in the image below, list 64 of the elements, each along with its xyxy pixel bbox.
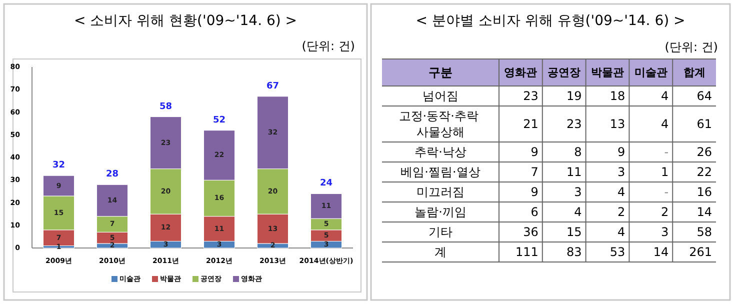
total-label: 58 [159, 102, 172, 112]
total-label: 67 [266, 81, 280, 92]
category-label: 베임·찔림·열상 [400, 165, 480, 179]
total-label: 32 [52, 160, 66, 171]
total-label: 24 [320, 178, 333, 189]
text: 합계 [683, 66, 706, 79]
category-label: 기타 [428, 225, 452, 239]
data-label: 16 [696, 185, 712, 199]
data-label: 3 [618, 165, 626, 179]
data-label: 23 [566, 117, 582, 131]
data-label: - [664, 145, 669, 159]
total-label: 28 [106, 170, 119, 180]
data-label: 4 [574, 205, 582, 219]
data-label: 8 [574, 145, 582, 159]
data-label: 22 [696, 165, 712, 179]
data-label: 18 [610, 89, 626, 103]
chart-title: < 소비자 위해 현황('09~'14. 6) > [74, 13, 298, 29]
text: < 분야별 소비자 위해 유형('09~'14. 6) > [416, 13, 686, 29]
data-label: 83 [566, 245, 582, 259]
text: (단위: 건) [664, 40, 718, 54]
data-label: 14 [696, 205, 712, 219]
data-label: 4 [618, 185, 626, 199]
data-label: 15 [566, 225, 582, 239]
text: 미술관 [634, 66, 668, 79]
data-label: 4 [660, 89, 669, 103]
text: 구분 [428, 66, 452, 80]
data-label: 58 [696, 225, 712, 239]
data-label: 1 [660, 165, 669, 179]
data-label: 26 [696, 145, 712, 159]
data-label: 13 [610, 117, 626, 131]
data-label: 6 [530, 205, 538, 219]
data-label: 111 [515, 245, 538, 259]
total-label: 52 [212, 115, 226, 126]
data-label: - [664, 185, 669, 199]
data-label: 9 [530, 145, 538, 159]
data-label: 64 [696, 89, 712, 103]
data-label: 2 [618, 205, 626, 219]
category-label: 고정·동작·추락 사물상해 [398, 109, 482, 139]
data-label: 11 [566, 165, 582, 179]
data-label: 4 [618, 225, 626, 239]
category-label: 계 [434, 245, 446, 259]
data-label: 2 [660, 205, 669, 219]
data-label: 61 [696, 117, 712, 131]
text: 박물관 [591, 66, 624, 79]
category-label: 넘어짐 [422, 89, 458, 103]
data-label: 4 [660, 117, 669, 131]
category-label: 추락·낙상 [414, 145, 466, 159]
data-label: 14 [653, 245, 669, 259]
data-label: 36 [523, 225, 538, 239]
data-label: 19 [566, 89, 582, 103]
data-label: 21 [523, 117, 538, 131]
text: 공연장 [548, 66, 581, 79]
data-label: 7 [530, 165, 538, 179]
data-label: 53 [610, 245, 626, 259]
data-label: 3 [660, 225, 669, 239]
text: (단위: 건) [302, 39, 355, 53]
category-label: 미끄러짐 [416, 185, 464, 199]
series-label: 영화관 [504, 66, 538, 79]
data-label: 23 [523, 89, 538, 103]
category-label: 놀람·끼임 [414, 205, 466, 219]
data-label: 3 [574, 185, 582, 199]
data-label: 9 [530, 185, 538, 199]
data-label: 9 [618, 145, 626, 159]
data-label: 261 [689, 245, 712, 259]
